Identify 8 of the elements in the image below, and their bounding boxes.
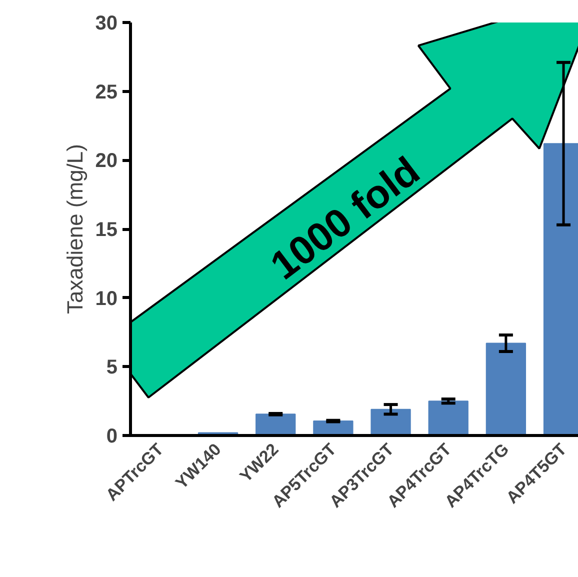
y-tick-label: 0 — [106, 426, 118, 448]
y-tick-label: 20 — [95, 150, 118, 172]
y-tick-label: 5 — [106, 356, 118, 379]
y-tick-label: 25 — [95, 81, 118, 104]
y-tick-label: 30 — [95, 12, 118, 34]
y-tick-label: 15 — [95, 219, 118, 241]
y-axis-title: Taxadiene (mg/L) — [62, 144, 88, 314]
y-tick-label: 10 — [95, 288, 118, 310]
